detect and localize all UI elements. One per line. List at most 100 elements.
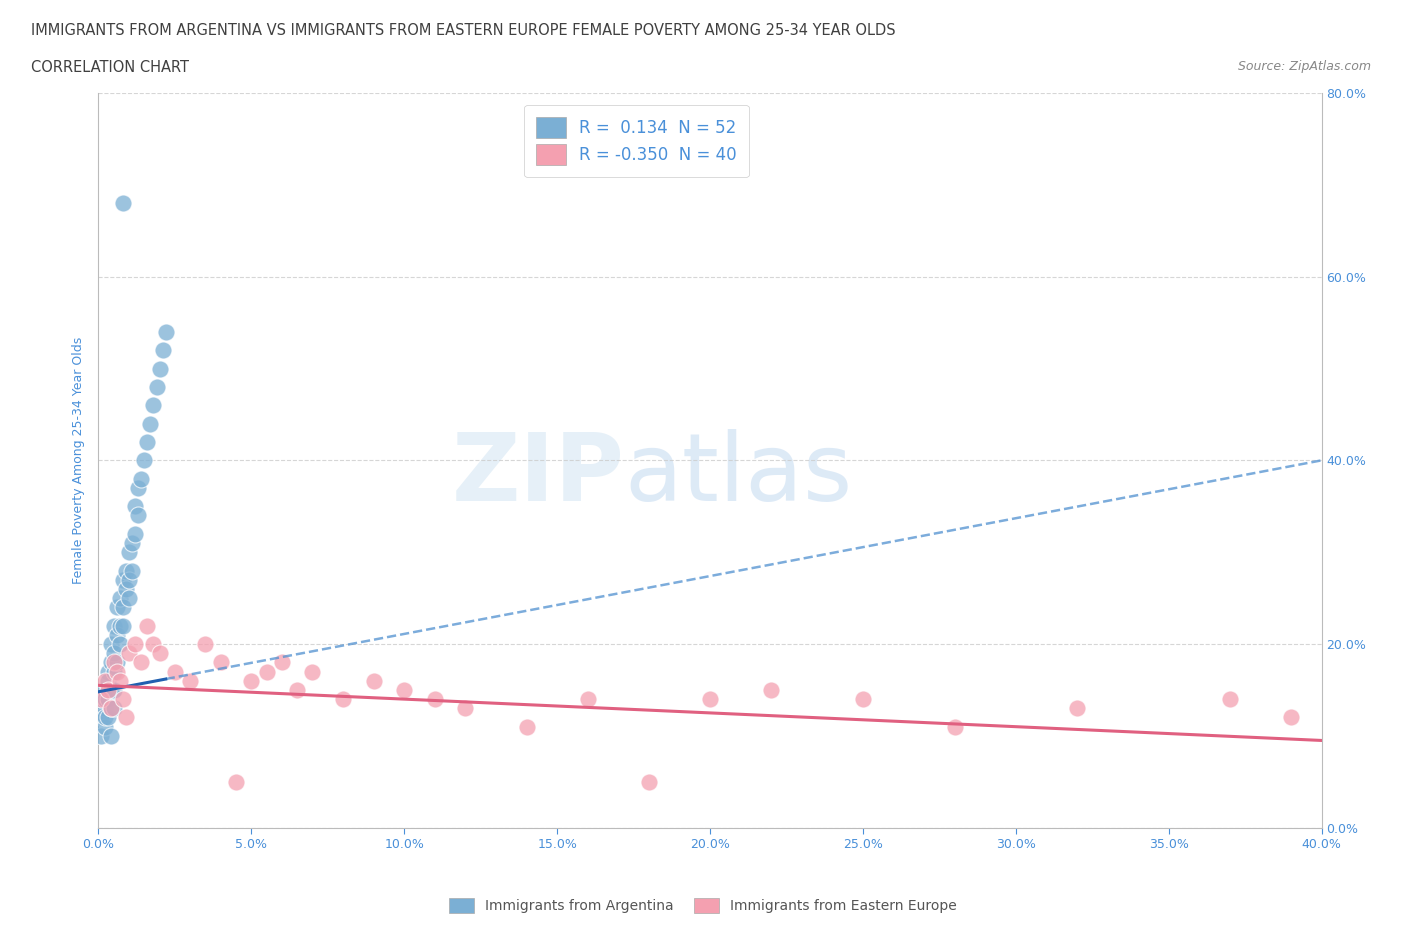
Point bbox=[124, 637, 146, 652]
Y-axis label: Female Poverty Among 25-34 Year Olds: Female Poverty Among 25-34 Year Olds bbox=[72, 337, 86, 584]
Point bbox=[194, 637, 217, 652]
Point bbox=[97, 673, 120, 688]
Point bbox=[155, 325, 177, 339]
Text: CORRELATION CHART: CORRELATION CHART bbox=[31, 60, 188, 75]
Point bbox=[103, 701, 125, 716]
Point bbox=[240, 673, 263, 688]
Point bbox=[136, 618, 159, 633]
Point bbox=[108, 637, 131, 652]
Point bbox=[103, 683, 125, 698]
Point bbox=[97, 683, 120, 698]
Point bbox=[225, 775, 247, 790]
Point bbox=[124, 526, 146, 541]
Point bbox=[93, 692, 115, 707]
Point bbox=[363, 673, 385, 688]
Point bbox=[100, 701, 122, 716]
Point bbox=[93, 673, 115, 688]
Point bbox=[142, 637, 165, 652]
Point bbox=[152, 343, 174, 358]
Point bbox=[108, 618, 131, 633]
Point bbox=[90, 728, 112, 743]
Point bbox=[301, 664, 323, 679]
Point bbox=[115, 581, 138, 596]
Point bbox=[100, 728, 122, 743]
Point bbox=[149, 361, 172, 376]
Point bbox=[93, 683, 115, 698]
Point bbox=[129, 655, 152, 670]
Point bbox=[454, 701, 477, 716]
Point bbox=[108, 673, 131, 688]
Point bbox=[127, 508, 149, 523]
Point bbox=[179, 673, 201, 688]
Point bbox=[111, 692, 134, 707]
Point bbox=[121, 564, 143, 578]
Point bbox=[103, 655, 125, 670]
Point bbox=[332, 692, 354, 707]
Point bbox=[1279, 711, 1302, 725]
Point bbox=[105, 600, 128, 615]
Point bbox=[93, 711, 115, 725]
Point bbox=[118, 591, 141, 605]
Text: Source: ZipAtlas.com: Source: ZipAtlas.com bbox=[1237, 60, 1371, 73]
Point bbox=[127, 481, 149, 496]
Point bbox=[149, 645, 172, 660]
Point bbox=[100, 655, 122, 670]
Point bbox=[100, 637, 122, 652]
Point bbox=[163, 664, 186, 679]
Point bbox=[136, 434, 159, 449]
Point bbox=[97, 711, 120, 725]
Point bbox=[285, 683, 308, 698]
Point bbox=[100, 683, 122, 698]
Point bbox=[142, 398, 165, 413]
Point bbox=[637, 775, 661, 790]
Point bbox=[111, 196, 134, 211]
Point bbox=[270, 655, 292, 670]
Point bbox=[115, 564, 138, 578]
Point bbox=[105, 664, 128, 679]
Point bbox=[943, 719, 966, 734]
Point bbox=[97, 692, 120, 707]
Legend: Immigrants from Argentina, Immigrants from Eastern Europe: Immigrants from Argentina, Immigrants fr… bbox=[443, 892, 963, 919]
Point bbox=[90, 711, 112, 725]
Point bbox=[124, 498, 146, 513]
Point bbox=[209, 655, 232, 670]
Point bbox=[1219, 692, 1241, 707]
Point bbox=[103, 618, 125, 633]
Point bbox=[93, 719, 115, 734]
Point bbox=[115, 711, 138, 725]
Point bbox=[118, 645, 141, 660]
Point bbox=[852, 692, 875, 707]
Point bbox=[129, 472, 152, 486]
Point bbox=[105, 628, 128, 643]
Point bbox=[103, 645, 125, 660]
Point bbox=[134, 453, 156, 468]
Point bbox=[118, 545, 141, 560]
Point bbox=[100, 701, 122, 716]
Point bbox=[1066, 701, 1088, 716]
Point bbox=[90, 692, 112, 707]
Legend: R =  0.134  N = 52, R = -0.350  N = 40: R = 0.134 N = 52, R = -0.350 N = 40 bbox=[524, 105, 749, 177]
Point bbox=[105, 655, 128, 670]
Point bbox=[103, 664, 125, 679]
Point bbox=[699, 692, 721, 707]
Point bbox=[97, 664, 120, 679]
Point bbox=[392, 683, 416, 698]
Text: atlas: atlas bbox=[624, 429, 852, 521]
Point bbox=[90, 692, 112, 707]
Point bbox=[111, 572, 134, 587]
Text: ZIP: ZIP bbox=[451, 429, 624, 521]
Text: IMMIGRANTS FROM ARGENTINA VS IMMIGRANTS FROM EASTERN EUROPE FEMALE POVERTY AMONG: IMMIGRANTS FROM ARGENTINA VS IMMIGRANTS … bbox=[31, 23, 896, 38]
Point bbox=[93, 701, 115, 716]
Point bbox=[118, 572, 141, 587]
Point bbox=[759, 683, 782, 698]
Point bbox=[145, 379, 167, 394]
Point bbox=[108, 591, 131, 605]
Point bbox=[139, 417, 162, 432]
Point bbox=[111, 600, 134, 615]
Point bbox=[256, 664, 278, 679]
Point bbox=[111, 618, 134, 633]
Point bbox=[576, 692, 599, 707]
Point bbox=[121, 536, 143, 551]
Point bbox=[423, 692, 446, 707]
Point bbox=[516, 719, 538, 734]
